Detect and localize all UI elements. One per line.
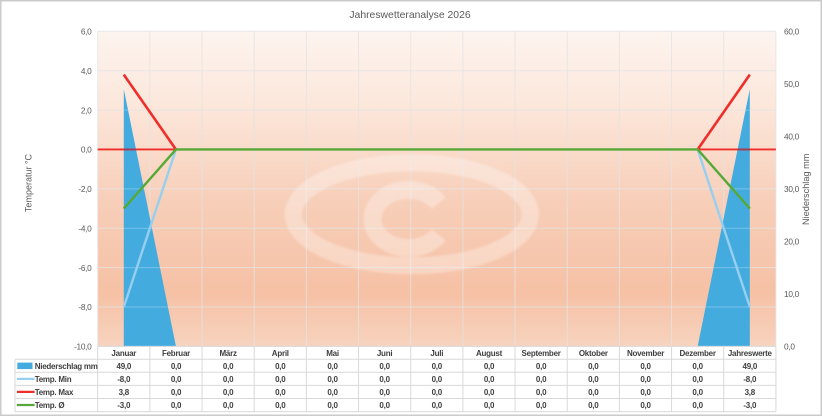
svg-text:Dezember: Dezember [679, 349, 715, 358]
svg-text:November: November [627, 349, 664, 358]
svg-text:0,0: 0,0 [327, 388, 338, 397]
svg-text:-6,0: -6,0 [78, 263, 92, 273]
svg-text:0,0: 0,0 [379, 388, 390, 397]
svg-text:0,0: 0,0 [327, 362, 338, 371]
svg-text:0,0: 0,0 [588, 362, 599, 371]
svg-text:0,0: 0,0 [588, 401, 599, 410]
svg-text:0,0: 0,0 [692, 362, 703, 371]
svg-text:0,0: 0,0 [432, 388, 443, 397]
svg-text:0,0: 0,0 [640, 401, 651, 410]
svg-text:49,0: 49,0 [117, 362, 132, 371]
svg-text:0,0: 0,0 [692, 401, 703, 410]
svg-text:Temp. Max: Temp. Max [35, 388, 74, 397]
svg-text:Temp. Min: Temp. Min [35, 375, 72, 384]
svg-text:0,0: 0,0 [432, 375, 443, 384]
svg-text:0,0: 0,0 [484, 375, 495, 384]
svg-text:50,0: 50,0 [784, 79, 800, 89]
svg-text:0,0: 0,0 [275, 375, 286, 384]
svg-text:6,0: 6,0 [81, 27, 92, 37]
svg-text:März: März [219, 349, 236, 358]
svg-text:Juli: Juli [430, 349, 443, 358]
svg-text:0,0: 0,0 [379, 375, 390, 384]
svg-text:0,0: 0,0 [432, 362, 443, 371]
svg-text:Niederschlag mm: Niederschlag mm [35, 362, 98, 371]
svg-text:Jahreswerte: Jahreswerte [728, 349, 773, 358]
svg-text:0,0: 0,0 [275, 401, 286, 410]
svg-text:-4,0: -4,0 [78, 223, 92, 233]
svg-text:0,0: 0,0 [223, 401, 234, 410]
svg-text:3,8: 3,8 [119, 388, 130, 397]
svg-text:2,0: 2,0 [81, 105, 92, 115]
svg-text:-10,0: -10,0 [74, 342, 92, 352]
svg-text:20,0: 20,0 [784, 237, 800, 247]
svg-text:0,0: 0,0 [171, 401, 182, 410]
svg-text:Februar: Februar [162, 349, 190, 358]
svg-text:40,0: 40,0 [784, 132, 800, 142]
svg-text:0,0: 0,0 [588, 388, 599, 397]
svg-text:-8,0: -8,0 [743, 375, 757, 384]
svg-text:-3,0: -3,0 [743, 401, 757, 410]
svg-text:Jahreswetteranalyse 2026: Jahreswetteranalyse 2026 [349, 10, 471, 21]
svg-text:Juni: Juni [377, 349, 392, 358]
svg-text:0,0: 0,0 [640, 375, 651, 384]
svg-text:0,0: 0,0 [171, 388, 182, 397]
svg-text:-3,0: -3,0 [117, 401, 131, 410]
svg-text:0,0: 0,0 [171, 362, 182, 371]
svg-text:April: April [272, 349, 289, 358]
svg-text:-8,0: -8,0 [78, 302, 92, 312]
svg-text:August: August [476, 349, 503, 358]
svg-text:0,0: 0,0 [223, 388, 234, 397]
svg-text:4,0: 4,0 [81, 66, 92, 76]
svg-text:0,0: 0,0 [223, 362, 234, 371]
svg-text:0,0: 0,0 [536, 362, 547, 371]
svg-text:0,0: 0,0 [536, 375, 547, 384]
svg-text:0,0: 0,0 [640, 362, 651, 371]
svg-text:60,0: 60,0 [784, 27, 800, 37]
svg-text:0,0: 0,0 [784, 342, 795, 352]
svg-text:0,0: 0,0 [536, 401, 547, 410]
svg-text:0,0: 0,0 [275, 388, 286, 397]
svg-text:0,0: 0,0 [640, 388, 651, 397]
svg-text:0,0: 0,0 [692, 388, 703, 397]
svg-text:Oktober: Oktober [579, 349, 608, 358]
svg-text:0,0: 0,0 [327, 401, 338, 410]
svg-text:49,0: 49,0 [743, 362, 758, 371]
svg-text:30,0: 30,0 [784, 184, 800, 194]
svg-text:0,0: 0,0 [81, 145, 92, 155]
svg-text:Januar: Januar [111, 349, 136, 358]
svg-text:Mai: Mai [326, 349, 339, 358]
svg-text:Temp. Ø: Temp. Ø [35, 401, 65, 410]
svg-text:0,0: 0,0 [536, 388, 547, 397]
svg-text:0,0: 0,0 [692, 375, 703, 384]
svg-text:0,0: 0,0 [588, 375, 599, 384]
svg-text:0,0: 0,0 [484, 401, 495, 410]
svg-text:0,0: 0,0 [432, 401, 443, 410]
svg-text:0,0: 0,0 [223, 375, 234, 384]
svg-text:-2,0: -2,0 [78, 184, 92, 194]
svg-text:September: September [522, 349, 561, 358]
svg-text:Temperatur °C: Temperatur °C [24, 153, 34, 212]
svg-text:0,0: 0,0 [484, 388, 495, 397]
svg-text:0,0: 0,0 [327, 375, 338, 384]
svg-text:0,0: 0,0 [171, 375, 182, 384]
svg-text:0,0: 0,0 [275, 362, 286, 371]
svg-text:10,0: 10,0 [784, 289, 800, 299]
svg-text:0,0: 0,0 [379, 362, 390, 371]
svg-text:-8,0: -8,0 [117, 375, 131, 384]
svg-text:0,0: 0,0 [484, 362, 495, 371]
svg-text:Niederschlag mm: Niederschlag mm [801, 153, 811, 225]
svg-text:0,0: 0,0 [379, 401, 390, 410]
svg-text:3,8: 3,8 [745, 388, 756, 397]
